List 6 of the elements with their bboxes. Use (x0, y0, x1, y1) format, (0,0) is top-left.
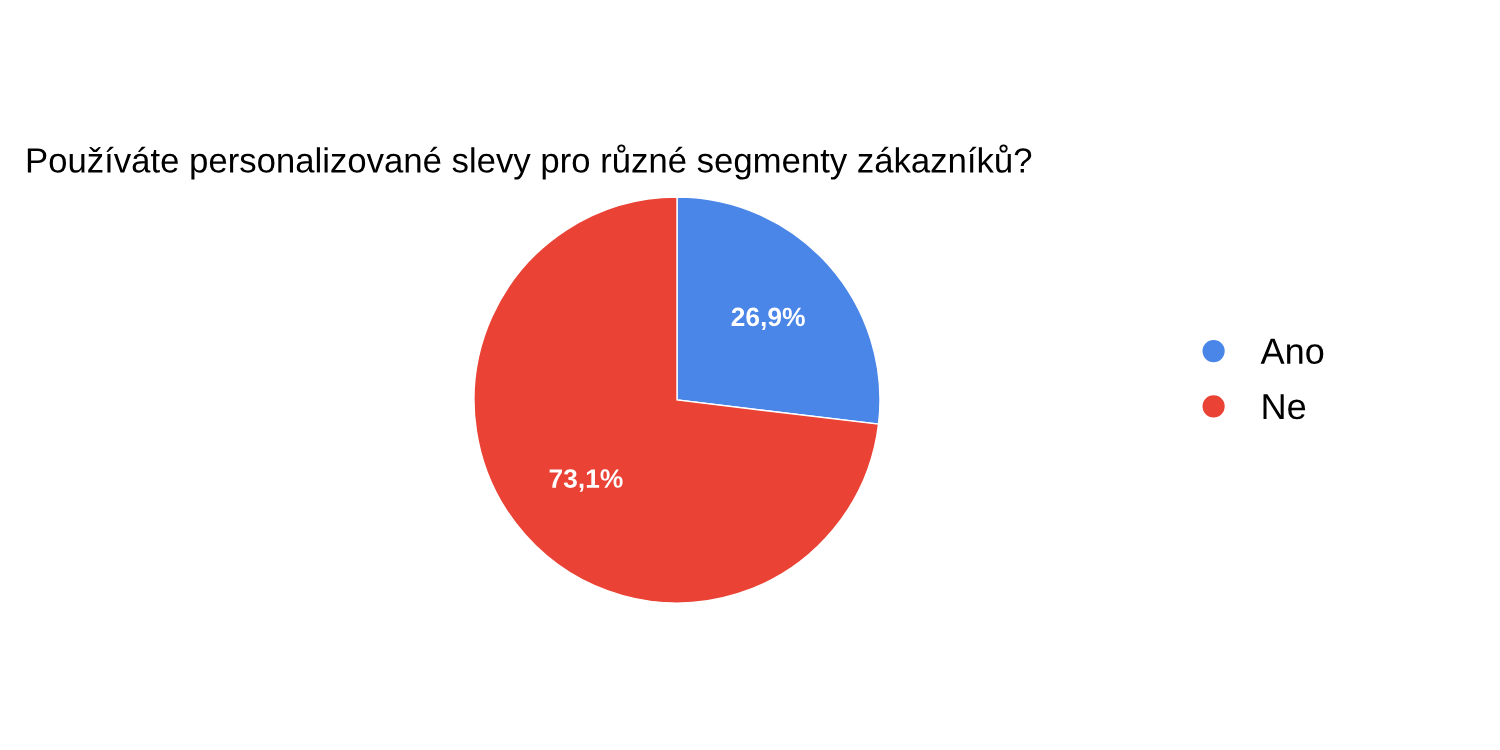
legend-label: Ne (1263, 394, 1306, 420)
legend-label: Ano (1260, 338, 1324, 365)
data-label: 26,9% (731, 307, 805, 331)
data-label: 73,1% (549, 469, 623, 492)
chart-title: Používáte personalizované slevy pro různé segmenty zákazníků? (27, 144, 1032, 180)
pie-slice (473, 196, 880, 604)
